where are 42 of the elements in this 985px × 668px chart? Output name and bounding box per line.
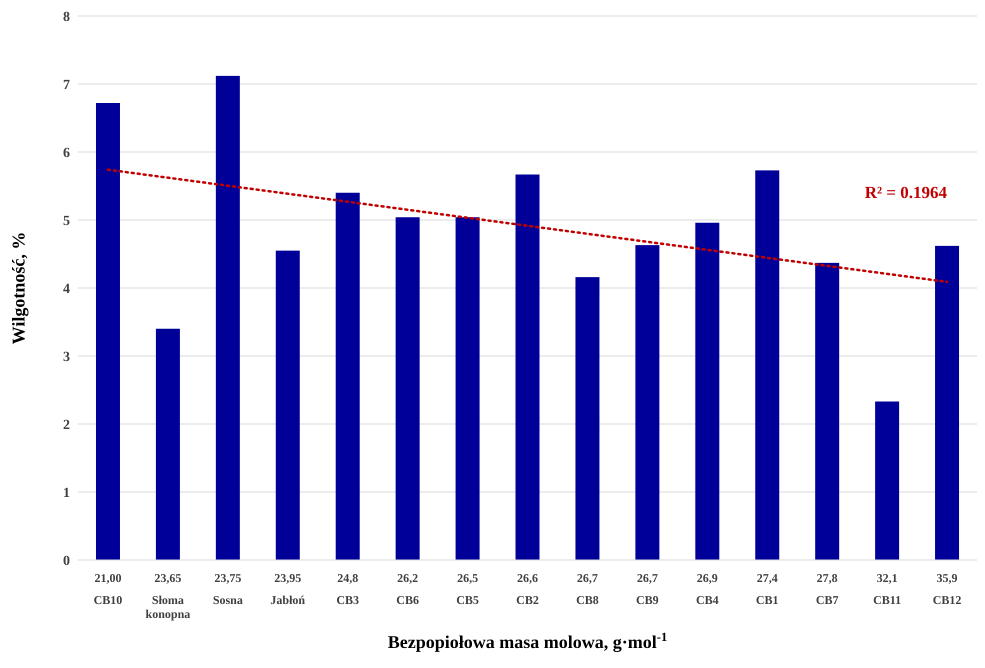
y-tick-label: 8 <box>63 10 70 25</box>
bar <box>276 250 300 560</box>
annotation: R² = 0.1964 <box>864 183 947 203</box>
bar <box>935 246 960 560</box>
y-tick-label: 3 <box>63 350 70 365</box>
bar <box>755 170 780 560</box>
x-tick-label: 27,8 CB7 <box>816 571 839 607</box>
bar <box>635 245 660 560</box>
x-tick-label: 26,9 CB4 <box>696 571 719 607</box>
x-tick-label: 26,7 CB9 <box>636 571 659 607</box>
x-tick-label: 26,2 CB6 <box>396 571 419 607</box>
y-tick-label: 5 <box>63 214 70 229</box>
bar <box>156 328 180 560</box>
bar <box>875 402 900 560</box>
x-tick-label: 23,75 Sosna <box>212 571 243 607</box>
bar <box>336 192 360 560</box>
y-tick-label: 7 <box>63 78 70 93</box>
y-tick-label: 0 <box>63 554 70 569</box>
bar <box>396 217 420 560</box>
x-tick-label: 35,9 CB12 <box>932 571 962 607</box>
y-tick-label: 4 <box>63 282 70 297</box>
x-tick-label: 27,4 CB1 <box>756 571 779 607</box>
bar <box>456 217 480 560</box>
x-tick-label: 24,8 CB3 <box>336 571 360 607</box>
bar <box>516 174 540 560</box>
x-tick-label: 26,7 CB8 <box>576 571 599 607</box>
bar <box>575 277 600 560</box>
y-tick-label: 1 <box>63 486 70 501</box>
bar <box>695 222 720 560</box>
x-tick-label: 26,5 CB5 <box>456 571 479 607</box>
bar <box>216 76 240 560</box>
y-tick-label: 6 <box>63 146 70 161</box>
bar <box>96 103 120 560</box>
x-tick-label: 23,95 Jabłoń <box>270 571 306 607</box>
y-tick-label: 2 <box>63 418 70 433</box>
x-axis-title: Bezpopiołowa masa molowa, g·mol$^{-1}$ <box>388 630 668 652</box>
x-tick-label: 23,65 Słoma konopna <box>146 571 190 621</box>
y-axis-title: Wilgotność, % <box>8 232 28 344</box>
x-tick-label: 32,1 CB11 <box>873 571 902 607</box>
x-tick-label: 26,6 CB2 <box>516 571 539 607</box>
bar <box>815 262 840 560</box>
x-tick-label: 21,00 CB10 <box>94 571 122 607</box>
